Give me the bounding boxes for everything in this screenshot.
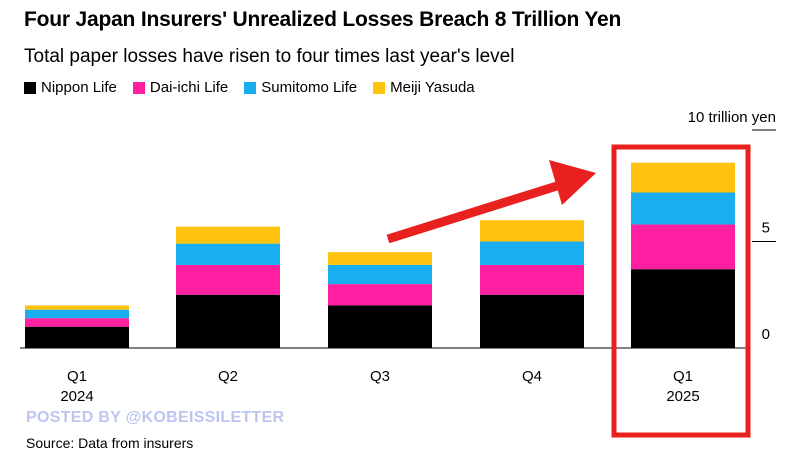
y-tick-label: 0 (762, 326, 770, 343)
chart-legend: Nippon Life Dai-ichi Life Sumitomo Life … (24, 79, 491, 96)
legend-swatch-nippon-life (24, 81, 36, 94)
legend-swatch-meiji-yasuda (373, 81, 386, 94)
chart-title: Four Japan Insurers' Unrealized Losses B… (24, 8, 622, 31)
bar-segment-sumitomo-life (480, 241, 584, 265)
legend-swatch-sumitomo-life (244, 81, 257, 94)
x-tick-year-label: 2024 (60, 388, 93, 405)
bar-segment-sumitomo-life (328, 264, 432, 285)
bar-segment-dai-ichi-life (328, 284, 432, 306)
bar-segment-nippon-life (176, 294, 280, 348)
legend-item-meiji-yasuda: Meiji Yasuda (373, 79, 475, 96)
x-tick-label: Q2 (218, 368, 238, 385)
legend-item-sumitomo-life: Sumitomo Life (244, 79, 357, 96)
trend-arrow-head (549, 160, 596, 205)
highlight-box (611, 144, 751, 438)
bar-segment-dai-ichi-life (25, 318, 129, 327)
bar-segment-nippon-life (25, 326, 129, 348)
y-axis-unit-label: 10 trillion yen (688, 109, 776, 126)
legend-item-dai-ichi-life: Dai-ichi Life (132, 79, 229, 96)
bar-segment-meiji-yasuda (176, 226, 280, 244)
legend-label-meiji-yasuda: Meiji Yasuda (390, 79, 475, 96)
x-tick-label: Q1 (67, 368, 87, 385)
source-note: Source: Data from insurers (26, 435, 194, 451)
legend-item-nippon-life: Nippon Life (24, 79, 117, 96)
bar-segment-nippon-life (480, 294, 584, 348)
bar-segment-sumitomo-life (25, 309, 129, 319)
bar-segment-dai-ichi-life (480, 264, 584, 295)
legend-label-sumitomo-life: Sumitomo Life (261, 79, 358, 96)
legend-label-dai-ichi-life: Dai-ichi Life (149, 79, 229, 96)
bar-segment-sumitomo-life (631, 192, 735, 225)
bar-segment-meiji-yasuda (631, 162, 735, 193)
bar-segment-meiji-yasuda (25, 305, 129, 310)
bar-segment-dai-ichi-life (631, 224, 735, 270)
x-tick-label: Q3 (370, 368, 390, 385)
bar-segment-dai-ichi-life (176, 264, 280, 295)
trend-arrow-shaft (386, 180, 562, 244)
bar-segment-nippon-life (328, 305, 432, 348)
x-tick-label: Q4 (522, 368, 542, 385)
bar-segment-meiji-yasuda (480, 220, 584, 242)
x-tick-year-label: 2025 (666, 388, 699, 405)
chart-subtitle: Total paper losses have risen to four ti… (24, 46, 515, 67)
watermark: POSTED BY @KOBEISSILETTER (26, 409, 285, 426)
bar-segment-sumitomo-life (176, 243, 280, 265)
legend-swatch-dai-ichi-life (132, 81, 145, 94)
x-tick-label: Q1 (673, 368, 693, 385)
bar-segment-meiji-yasuda (328, 252, 432, 265)
y-tick-label: 5 (762, 220, 770, 237)
bar-segment-nippon-life (631, 269, 735, 348)
legend-label-nippon-life: Nippon Life (41, 79, 117, 96)
